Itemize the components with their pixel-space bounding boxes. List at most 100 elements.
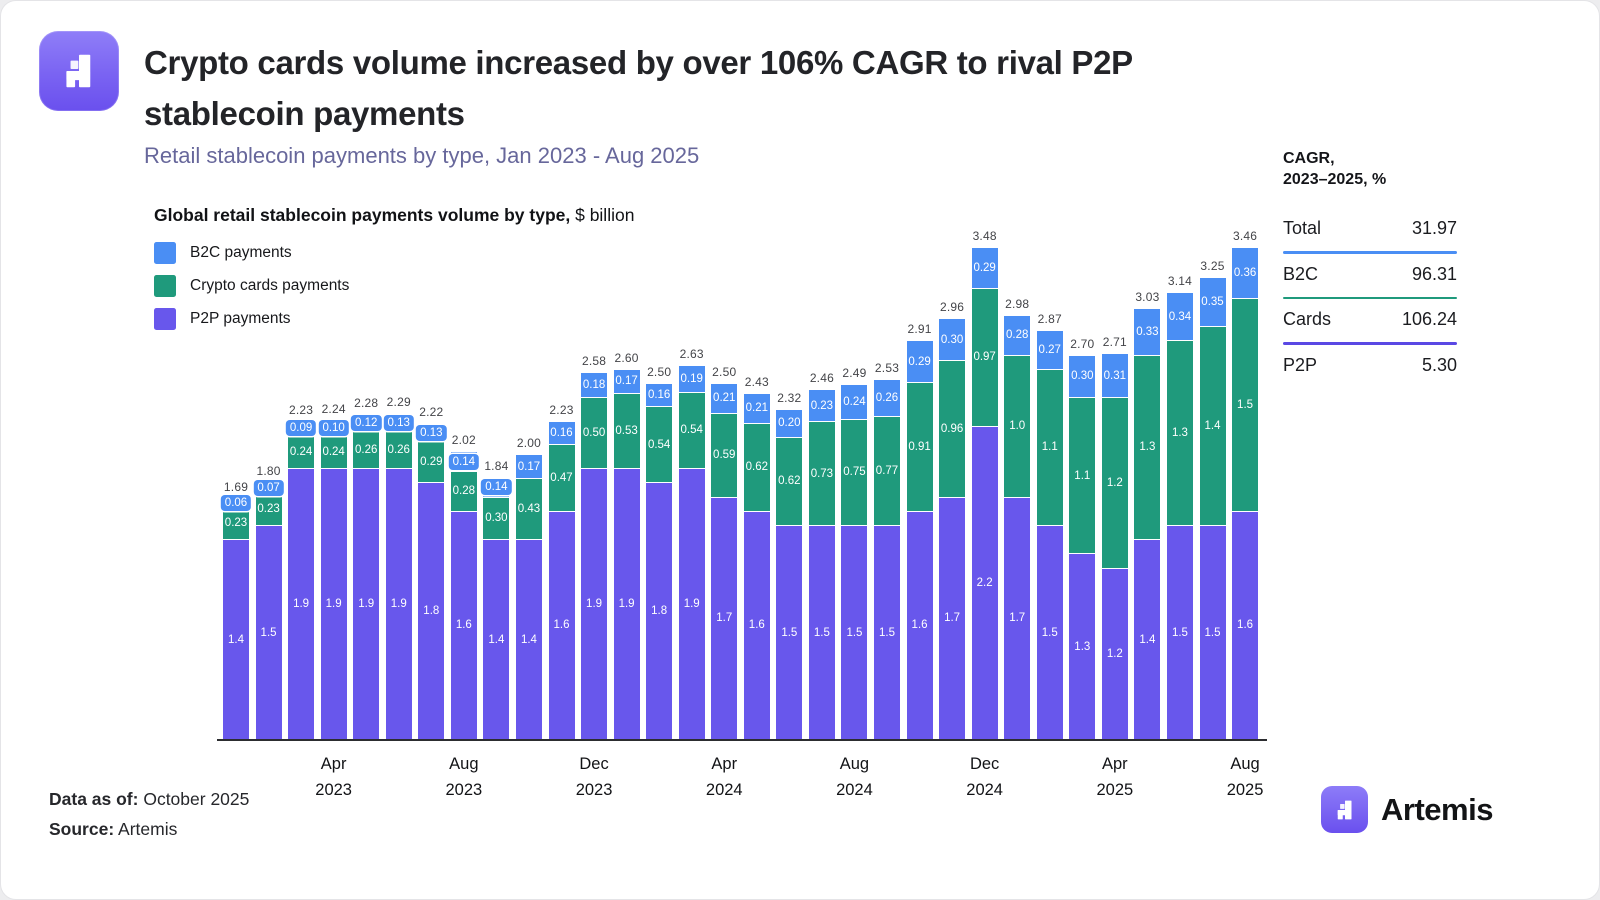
bar-segment-b2c: 0.14 (448, 452, 480, 473)
bar-segment-value: 1.3 (1074, 640, 1091, 653)
bar-segment-cards: 1.1 (1036, 369, 1063, 526)
bar-segment-value: 0.23 (224, 517, 248, 530)
bar-segment-cards: 0.62 (776, 437, 803, 526)
bar-aug-2024: 2.49 0.24 0.75 1.5 (841, 366, 868, 739)
bar-feb-2023: 1.80 0.07 0.23 1.5 (253, 464, 284, 739)
bar-feb-2025: 2.87 0.27 1.1 1.5 (1036, 312, 1063, 739)
bar-segment-cards: 0.23 (255, 493, 282, 526)
bar-segment-value: 0.43 (517, 503, 541, 516)
brand-name: Artemis (1381, 791, 1493, 827)
bar-sep-2024: 2.53 0.26 0.77 1.5 (874, 361, 900, 739)
bar-segment-value: 0.47 (550, 471, 573, 484)
bar-segment-p2p: 1.6 (548, 511, 575, 739)
bar-segment-cards: 0.54 (678, 392, 705, 470)
bar-segment-cards: 0.43 (515, 479, 542, 541)
bar-total-label: 2.49 (842, 366, 867, 381)
cagr-rows: Total 31.97 B2C 96.31 Cards 106.24 P2P 5.30 (1283, 208, 1457, 388)
x-tick-month: Apr (1102, 755, 1128, 773)
bar-segment-value: 0.13 (383, 414, 414, 431)
bar-segment-b2c: 0.21 (743, 393, 770, 424)
bar-segment-b2c: 0.29 (971, 247, 998, 289)
bar-segment-cards: 0.26 (353, 432, 380, 470)
bar-segment-value: 0.96 (940, 422, 964, 435)
bar-segment-cards: 0.59 (711, 413, 738, 498)
x-tick-aug-2024: Aug 2024 (836, 751, 873, 803)
bar-segment-cards: 0.97 (971, 288, 998, 427)
bar-nov-2023: 2.23 0.16 0.47 1.6 (548, 403, 575, 739)
legend-swatch-icon (154, 308, 176, 330)
bar-segment-value: 0.34 (1168, 310, 1192, 323)
cagr-rule (1283, 296, 1457, 299)
bar-segment-p2p: 1.6 (906, 511, 933, 739)
bar-segment-p2p: 1.5 (841, 526, 868, 739)
data-as-of-value: October 2025 (138, 789, 250, 809)
bar-mar-2023: 2.23 0.09 0.24 1.9 (285, 403, 317, 739)
bar-segment-value: 0.24 (322, 445, 345, 458)
bar-segment-b2c: 0.06 (220, 494, 252, 511)
bar-segment-value: 0.31 (1103, 369, 1127, 382)
bar-segment-cards: 0.28 (450, 472, 477, 512)
legend-item: Crypto cards payments (154, 275, 349, 297)
bar-segment-cards: 0.77 (874, 416, 900, 526)
bar-jun-2025: 3.14 0.34 1.3 1.5 (1166, 274, 1193, 739)
bar-segment-value: 1.1 (1074, 469, 1091, 482)
legend-swatch-icon (154, 275, 176, 297)
x-tick-apr-2025: Apr 2025 (1096, 751, 1133, 803)
bar-total-label: 2.50 (647, 365, 672, 380)
bar-apr-2023: 2.24 0.10 0.24 1.9 (318, 402, 349, 739)
bar-segment-b2c: 0.17 (515, 455, 542, 480)
bar-total-label: 1.84 (484, 458, 509, 473)
bar-segment-p2p: 1.6 (1232, 511, 1259, 739)
bar-segment-value: 0.30 (1071, 370, 1094, 383)
bar-segment-cards: 0.53 (613, 393, 640, 470)
bar-aug-2023: 2.02 0.14 0.28 1.6 (448, 433, 480, 739)
bar-segment-value: 1.9 (293, 598, 310, 611)
bar-segment-b2c: 0.35 (1199, 277, 1226, 328)
x-tick-month: Apr (320, 755, 347, 773)
x-tick-year: 2023 (575, 781, 613, 799)
bar-segment-p2p: 1.9 (385, 469, 412, 739)
bar-segment-value: 0.13 (416, 424, 447, 441)
page-title: Crypto cards volume increased by over 10… (144, 44, 1133, 132)
legend: B2C payments Crypto cards payments P2P pay… (154, 242, 349, 341)
bar-segment-value: 1.6 (1237, 619, 1254, 632)
bar-segment-b2c: 0.24 (841, 385, 868, 420)
bar-segment-value: 1.4 (488, 633, 505, 646)
bar-segment-value: 0.54 (680, 424, 703, 437)
bar-dec-2023: 2.58 0.18 0.50 1.9 (581, 354, 608, 739)
chart-title: Global retail stablecoin payments volume… (154, 205, 634, 226)
bar-segment-value: 0.33 (1136, 325, 1159, 338)
bar-segment-value: 1.0 (1009, 420, 1026, 433)
cagr-row-label: B2C (1283, 263, 1319, 284)
bar-segment-value: 0.29 (420, 456, 443, 469)
bar-segment-value: 1.6 (748, 619, 765, 632)
source: Source: Artemis (49, 814, 249, 844)
bar-dec-2024: 3.48 0.29 0.97 2.2 (971, 229, 998, 739)
bar-segment-value: 0.06 (220, 494, 252, 511)
bar-jul-2023: 2.22 0.13 0.29 1.8 (416, 405, 447, 739)
x-tick-apr-2023: Apr 2023 (315, 751, 352, 803)
x-tick-month: Aug (449, 755, 479, 773)
bar-segment-value: 0.24 (289, 445, 313, 458)
bar-mar-2024: 2.63 0.19 0.54 1.9 (678, 347, 705, 739)
bar-segment-cards: 1.1 (1069, 398, 1096, 555)
bar-segment-p2p: 1.5 (874, 526, 900, 739)
bar-segment-b2c: 0.13 (416, 423, 447, 443)
bar-segment-value: 1.5 (813, 626, 830, 639)
bar-segment-value: 1.9 (358, 598, 375, 611)
x-axis-ticks: Apr 2023 Aug 2023 Dec 2023 Apr 2024 Aug 2024 Dec 20… (223, 751, 1269, 811)
bar-segment-b2c: 0.17 (613, 369, 640, 394)
x-tick-year: 2023 (315, 781, 352, 799)
bar-total-label: 2.23 (549, 403, 574, 418)
bar-segment-cards: 0.26 (385, 432, 412, 470)
bar-segment-value: 0.62 (745, 461, 768, 474)
bar-segment-value: 1.6 (455, 619, 472, 632)
bar-total-label: 2.98 (1005, 296, 1030, 311)
bar-segment-cards: 0.23 (223, 507, 249, 541)
cagr-row-b2c: B2C 96.31 (1283, 254, 1457, 297)
bar-segment-value: 1.9 (325, 598, 342, 611)
bar-total-label: 2.29 (386, 394, 411, 409)
bar-segment-p2p: 1.7 (1004, 497, 1031, 739)
bar-segment-value: 1.9 (618, 598, 635, 611)
bar-segment-cards: 0.54 (646, 406, 673, 484)
